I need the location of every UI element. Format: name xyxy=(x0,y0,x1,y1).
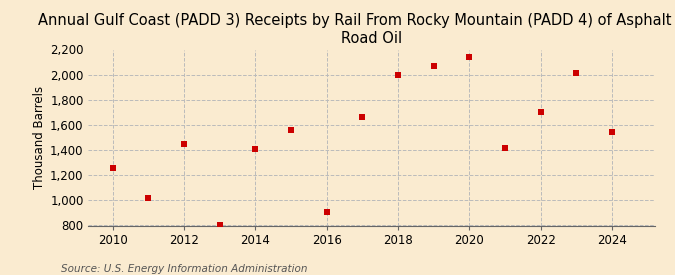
Point xyxy=(214,223,225,228)
Point xyxy=(500,146,510,150)
Y-axis label: Thousand Barrels: Thousand Barrels xyxy=(33,86,46,189)
Point xyxy=(428,64,439,68)
Point xyxy=(143,196,154,200)
Point xyxy=(607,130,618,135)
Point xyxy=(571,71,582,76)
Point xyxy=(179,142,190,146)
Point xyxy=(250,147,261,151)
Point xyxy=(321,210,332,214)
Point xyxy=(286,128,296,132)
Point xyxy=(357,115,368,120)
Text: Source: U.S. Energy Information Administration: Source: U.S. Energy Information Administ… xyxy=(61,264,307,274)
Point xyxy=(393,72,404,77)
Title: Annual Gulf Coast (PADD 3) Receipts by Rail From Rocky Mountain (PADD 4) of Asph: Annual Gulf Coast (PADD 3) Receipts by R… xyxy=(38,13,675,46)
Point xyxy=(107,166,118,170)
Point xyxy=(464,55,475,59)
Point xyxy=(535,110,546,115)
